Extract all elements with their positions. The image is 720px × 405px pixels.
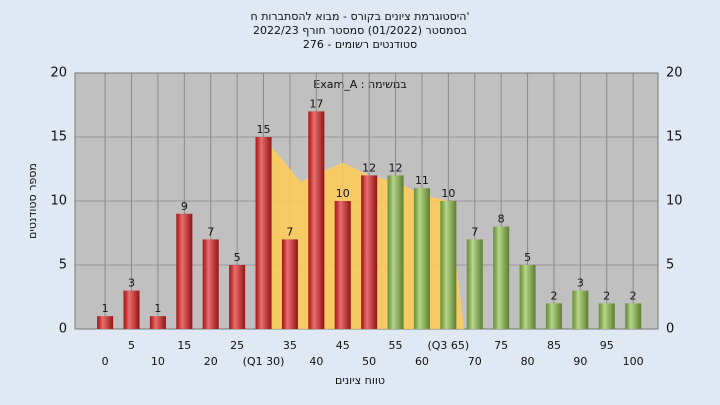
value-label: 7 (286, 225, 293, 238)
x-tick-label: 50 (362, 355, 376, 368)
bar-shade (123, 290, 140, 329)
value-label: 11 (415, 174, 429, 187)
bar-shade (598, 303, 615, 329)
value-label: 3 (577, 277, 584, 290)
x-tick-label: 85 (547, 339, 561, 352)
y2-tick-label: 0 (666, 322, 674, 337)
value-label: 12 (362, 161, 376, 174)
bar-shade (387, 175, 404, 329)
bar-shade (281, 239, 298, 329)
bar-shade (545, 303, 562, 329)
x-tick-label: 100 (623, 355, 644, 368)
x-axis-label: טווח ציונים (335, 374, 385, 387)
value-label: 15 (257, 123, 271, 136)
y2-tick-label: 15 (666, 130, 683, 145)
value-label: 9 (181, 200, 188, 213)
x-tick-label: 25 (230, 339, 244, 352)
y2-tick-label: 5 (666, 258, 674, 273)
x-tick-label: 15 (177, 339, 191, 352)
title-line: בסמסטר (01/2022) סמסטר חורף 2022/23 (253, 24, 467, 37)
x-tick-label: 5 (128, 339, 135, 352)
bar-shade (625, 303, 642, 329)
x-tick-label: 10 (151, 355, 165, 368)
value-label: 17 (309, 97, 323, 110)
x-tick-label: 20 (204, 355, 218, 368)
y-tick-label: 20 (50, 66, 67, 81)
bar-shade (149, 316, 166, 329)
bar-shade (572, 290, 589, 329)
value-label: 5 (234, 251, 241, 264)
x-tick-label: 60 (415, 355, 429, 368)
bar-shade (308, 111, 325, 330)
value-label: 7 (207, 225, 214, 238)
x-tick-label: 80 (521, 355, 535, 368)
x-tick-label: 0 (102, 355, 109, 368)
value-label: 10 (336, 187, 350, 200)
bar-shade (97, 316, 114, 329)
value-label: 1 (102, 302, 109, 315)
bar-shade (493, 226, 510, 329)
bar-shade (466, 239, 483, 329)
x-tick-label: 45 (336, 339, 350, 352)
x-tick-label: 70 (468, 355, 482, 368)
title-line: 'היסטוגרמת ציונים בקורס - מבוא להסתברות … (251, 10, 470, 23)
bar-shade (413, 188, 430, 329)
x-tick-label: 55 (389, 339, 403, 352)
bar-shade (361, 175, 378, 329)
bar-shade (176, 213, 193, 329)
value-label: 2 (550, 289, 557, 302)
y-tick-label: 10 (50, 194, 67, 209)
bar-shade (519, 265, 536, 329)
subtitle: במשימה : Exam_A (313, 78, 406, 91)
value-label: 2 (603, 289, 610, 302)
value-label: 3 (128, 277, 135, 290)
y-tick-label: 5 (59, 258, 67, 273)
x-tick-label: 95 (600, 339, 614, 352)
x-tick-label: 35 (283, 339, 297, 352)
value-label: 5 (524, 251, 531, 264)
value-label: 10 (441, 187, 455, 200)
x-tick-label: 75 (494, 339, 508, 352)
x-tick-label: (Q3 65) (427, 339, 469, 352)
bar-shade (440, 201, 457, 329)
x-tick-label: (Q1 30) (243, 355, 285, 368)
bar-shade (229, 265, 246, 329)
value-label: 2 (630, 289, 637, 302)
x-tick-label: 90 (573, 355, 587, 368)
value-label: 12 (389, 161, 403, 174)
y-tick-label: 0 (59, 322, 67, 337)
y-tick-label: 15 (50, 130, 67, 145)
bar-shade (202, 239, 219, 329)
title-line: סטודנטים רשומים - 276 (303, 38, 417, 51)
y-axis-label: מספר סטודנטים (26, 163, 39, 239)
x-tick-label: 40 (309, 355, 323, 368)
y2-tick-label: 20 (666, 66, 683, 81)
value-label: 8 (498, 213, 505, 226)
bar-shade (255, 137, 272, 329)
value-label: 1 (154, 302, 161, 315)
value-label: 7 (471, 225, 478, 238)
bar-shade (334, 201, 351, 329)
y2-tick-label: 10 (666, 194, 683, 209)
